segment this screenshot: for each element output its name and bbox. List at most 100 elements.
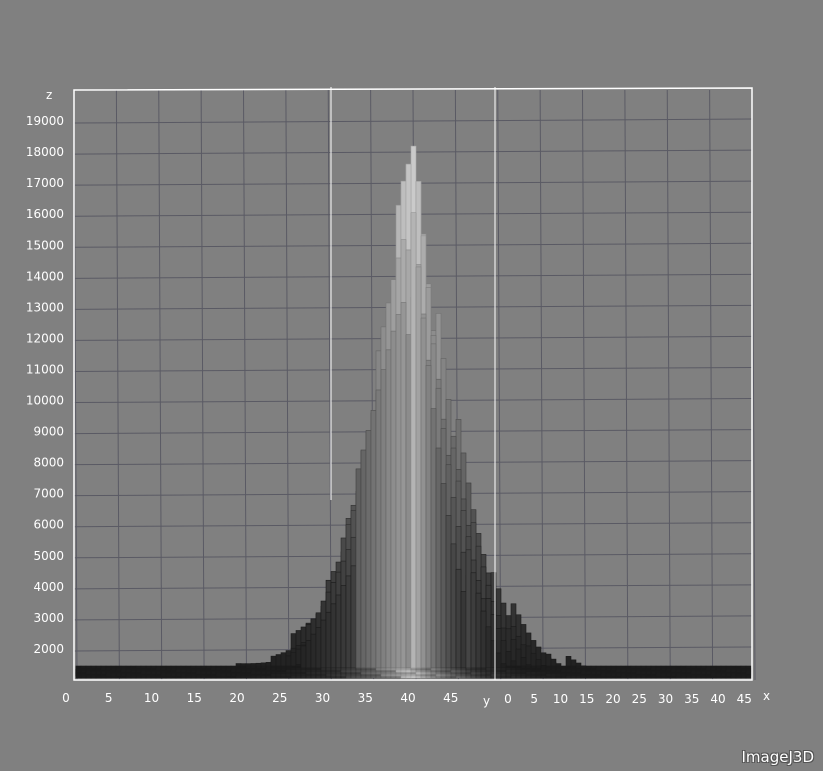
bar xyxy=(705,665,712,669)
z-tick-label: 4000 xyxy=(33,580,64,594)
z-tick-label: 14000 xyxy=(26,269,64,283)
bar xyxy=(300,645,307,669)
bar xyxy=(130,665,137,669)
bar xyxy=(745,665,752,669)
bar xyxy=(165,665,172,669)
bar xyxy=(295,665,302,669)
z-tick-label: 17000 xyxy=(26,176,64,190)
y-tick-label: 30 xyxy=(315,691,330,705)
bar xyxy=(215,665,222,669)
bar xyxy=(605,665,612,669)
bar xyxy=(265,673,272,677)
bar xyxy=(640,665,647,669)
bar xyxy=(175,675,182,679)
bar xyxy=(415,266,422,669)
bar xyxy=(475,592,482,669)
grid-line-v xyxy=(115,89,120,681)
bar xyxy=(515,665,522,669)
bar xyxy=(340,585,347,669)
bar xyxy=(730,665,737,669)
grid-line-v xyxy=(539,89,544,681)
bar xyxy=(230,675,237,679)
bar xyxy=(535,665,542,669)
grid-line-v xyxy=(624,89,629,681)
bar xyxy=(100,673,107,677)
bar xyxy=(505,665,512,669)
z-tick-label: 7000 xyxy=(33,487,64,501)
bar xyxy=(485,626,492,669)
x-tick-labels: 0 5 10 15 20 25 30 35 40 45 xyxy=(504,692,752,706)
bar xyxy=(435,447,442,669)
bar xyxy=(290,665,297,669)
bar xyxy=(615,675,622,679)
bar xyxy=(695,665,702,669)
z-axis-label: z xyxy=(46,88,52,102)
z-tick-label: 18000 xyxy=(26,145,64,159)
bar xyxy=(210,673,217,677)
bar xyxy=(80,665,87,669)
bar xyxy=(390,330,397,669)
grid-line-v xyxy=(709,89,714,681)
x-tick-label: 10 xyxy=(553,692,568,706)
bar xyxy=(460,591,467,669)
bar xyxy=(700,665,707,669)
y-tick-label: 5 xyxy=(105,691,113,705)
bar xyxy=(580,665,587,669)
bar xyxy=(610,665,617,669)
z-tick-label: 12000 xyxy=(26,331,64,345)
bar xyxy=(540,665,547,669)
bar xyxy=(120,665,127,669)
x-tick-label: 30 xyxy=(658,692,673,706)
bar xyxy=(125,665,132,669)
bar xyxy=(120,675,127,679)
bar xyxy=(385,349,392,669)
x-tick-label: 35 xyxy=(684,692,699,706)
bar xyxy=(155,673,162,677)
bar xyxy=(185,665,192,669)
bar xyxy=(725,665,732,669)
bar xyxy=(530,665,537,669)
bar xyxy=(245,665,252,669)
bar xyxy=(715,665,722,669)
bar xyxy=(200,665,207,669)
bar xyxy=(595,665,602,669)
bar xyxy=(320,619,327,669)
y-tick-label: 20 xyxy=(229,691,244,705)
bar xyxy=(620,665,627,669)
bar xyxy=(445,515,452,669)
grid-line-v xyxy=(200,89,205,681)
bar xyxy=(635,665,642,669)
bar xyxy=(90,665,97,669)
bar xyxy=(180,665,187,669)
bar xyxy=(365,430,372,669)
bar xyxy=(545,665,552,669)
z-tick-label: 19000 xyxy=(26,114,64,128)
grid-line-v xyxy=(497,89,502,681)
bar xyxy=(465,549,472,669)
z-tick-label: 11000 xyxy=(26,362,64,376)
bar xyxy=(135,665,142,669)
bar xyxy=(380,369,387,669)
bar xyxy=(590,665,597,669)
bar xyxy=(155,665,162,669)
bar xyxy=(195,665,202,669)
bar xyxy=(370,410,377,669)
bar xyxy=(240,665,247,669)
z-tick-label: 9000 xyxy=(33,425,64,439)
z-tick-label: 6000 xyxy=(33,518,64,532)
bar xyxy=(710,665,717,669)
bars-group xyxy=(75,145,752,679)
bar xyxy=(270,665,277,669)
bar xyxy=(740,665,747,669)
bar xyxy=(470,572,477,669)
bar xyxy=(170,665,177,669)
bar xyxy=(685,665,692,669)
y-tick-label: 40 xyxy=(400,691,415,705)
z-tick-labels: 2000 3000 4000 5000 6000 7000 8000 9000 10000 110… xyxy=(26,114,64,656)
z-tick-label: 13000 xyxy=(26,300,64,314)
bar xyxy=(175,665,182,669)
grid-line-v xyxy=(243,89,247,681)
x-tick-label: 20 xyxy=(605,692,620,706)
bar xyxy=(345,575,352,669)
bar xyxy=(655,665,662,669)
